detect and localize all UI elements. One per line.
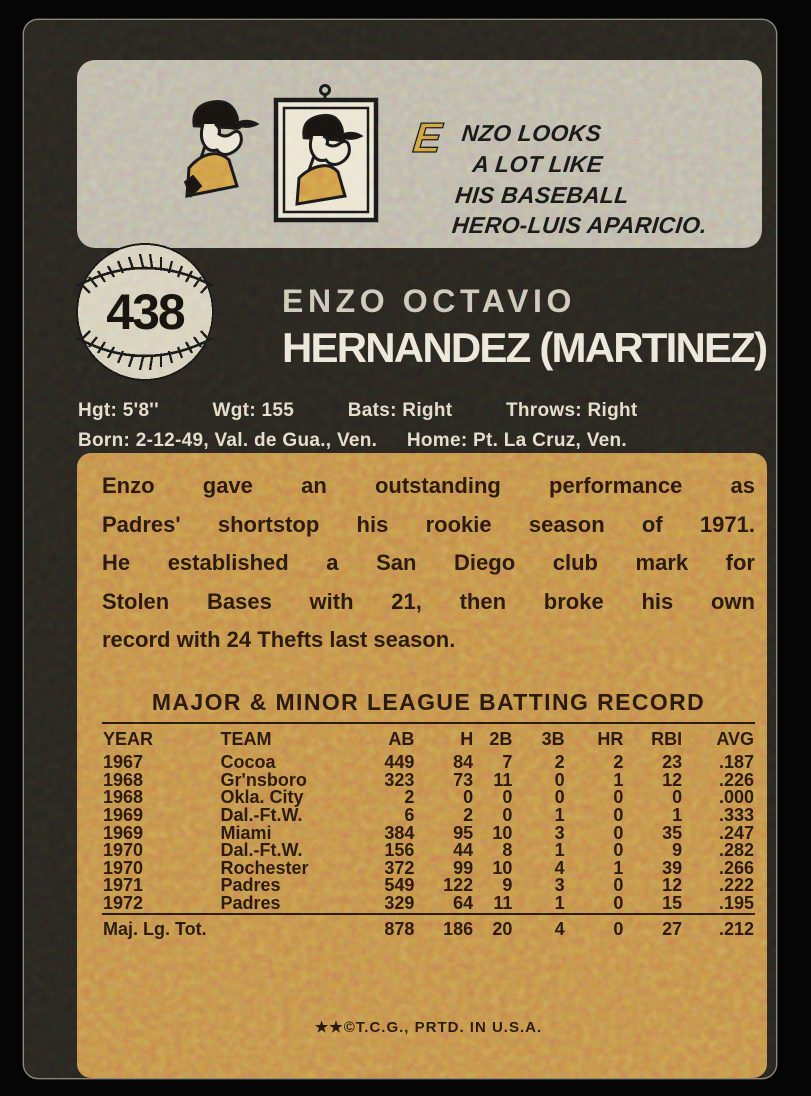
- svg-text:438: 438: [106, 284, 185, 340]
